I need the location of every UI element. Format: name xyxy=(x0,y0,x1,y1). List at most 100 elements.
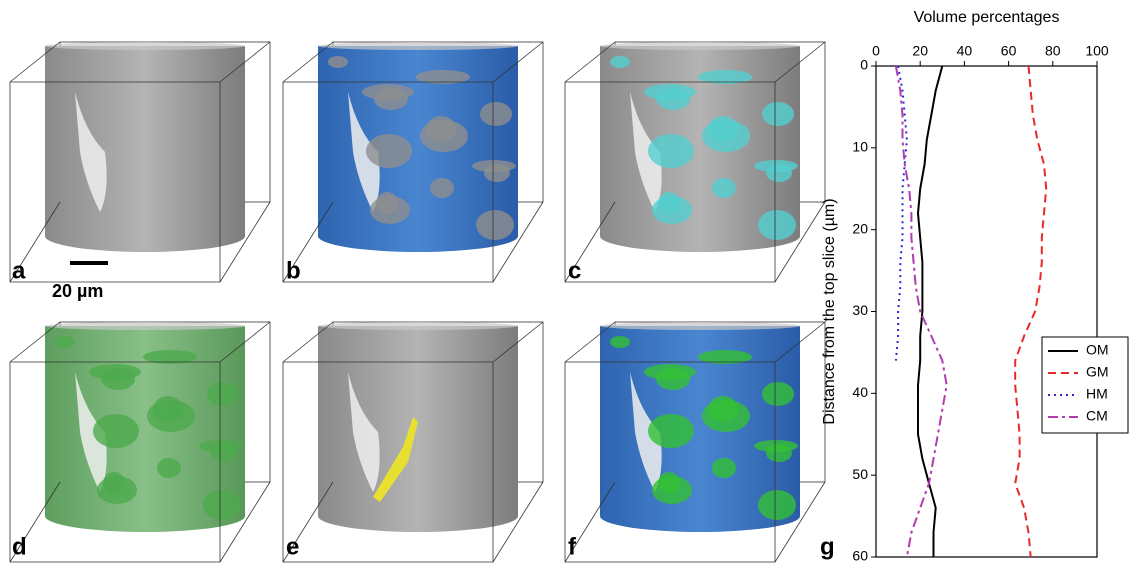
phase-patch xyxy=(328,56,348,68)
cylinder-top xyxy=(45,42,245,50)
phase-patch xyxy=(476,210,514,240)
phase-patch xyxy=(143,350,197,364)
phase-patch xyxy=(712,178,736,198)
x-tick-label: 40 xyxy=(957,43,973,59)
phase-patch xyxy=(93,414,139,448)
phase-patch xyxy=(480,102,512,126)
phase-patch xyxy=(153,396,183,422)
y-axis-title: Distance from the top slice (µm) xyxy=(821,198,838,424)
phase-patch xyxy=(366,134,412,168)
cylinder-top xyxy=(45,322,245,330)
cylinder-bottom xyxy=(45,220,245,252)
cylinder-body xyxy=(45,46,245,236)
cylinder-top xyxy=(318,42,518,50)
cylinder-bottom xyxy=(45,500,245,532)
box-front xyxy=(9,321,271,563)
phase-patch xyxy=(708,396,738,422)
y-tick-label: 10 xyxy=(852,139,868,155)
x-tick-label: 80 xyxy=(1045,43,1061,59)
phase-patch xyxy=(708,116,738,142)
panel-label: e xyxy=(286,533,299,560)
x-tick-label: 60 xyxy=(1001,43,1017,59)
cylinder-top xyxy=(318,322,518,330)
y-tick-label: 40 xyxy=(852,384,868,400)
cylinder-top xyxy=(600,322,800,330)
box-front xyxy=(564,41,826,283)
box-front xyxy=(9,41,271,283)
phase-patch xyxy=(430,178,454,198)
phase-patch xyxy=(472,160,516,172)
box-front xyxy=(282,321,544,563)
phase-patch xyxy=(762,382,794,406)
phase-patch xyxy=(658,192,680,214)
phase-patch xyxy=(658,472,680,494)
phase-patch xyxy=(758,490,796,520)
legend-label: OM xyxy=(1086,342,1109,358)
bright-inclusion xyxy=(348,372,380,492)
phase-patch xyxy=(203,490,241,520)
phase-patch xyxy=(758,210,796,240)
cylinder-top xyxy=(600,42,800,50)
phase-patch xyxy=(199,440,243,452)
volume-panel: a xyxy=(9,41,271,284)
phase-patch xyxy=(426,116,456,142)
phase-patch xyxy=(644,364,696,380)
phase-patch xyxy=(610,336,630,348)
x-tick-label: 20 xyxy=(912,43,928,59)
box-front xyxy=(282,41,544,283)
plot-frame xyxy=(875,65,1098,558)
phase-patch xyxy=(416,70,470,84)
series-line xyxy=(916,65,944,557)
phase-patch xyxy=(698,70,752,84)
volume-panel: b xyxy=(282,41,544,284)
legend-label: GM xyxy=(1086,364,1109,380)
panel-label: b xyxy=(286,257,301,284)
cylinder-bottom xyxy=(318,220,518,252)
series-line xyxy=(894,65,948,558)
panel-label: g xyxy=(820,533,835,560)
bright-inclusion xyxy=(630,372,662,492)
phase-patch xyxy=(55,336,75,348)
volume-panel: c xyxy=(564,41,826,284)
phase-patch xyxy=(698,350,752,364)
phase-patch xyxy=(89,364,141,380)
phase-patch xyxy=(644,84,696,100)
phase-patch xyxy=(648,134,694,168)
bright-inclusion xyxy=(75,92,107,212)
series-line xyxy=(1014,65,1048,558)
series-line xyxy=(894,65,908,361)
phase-patch xyxy=(157,458,181,478)
y-tick-label: 0 xyxy=(860,57,868,73)
legend-label: CM xyxy=(1086,408,1108,424)
line-chart: 0 20 40 60 80 100 0 10 20 30 40 50 60 Volume percenta… xyxy=(820,9,1129,564)
volume-panel: e xyxy=(282,321,544,563)
y-tick-label: 60 xyxy=(852,548,868,564)
phase-patch xyxy=(648,414,694,448)
y-tick-label: 20 xyxy=(852,220,868,236)
x-axis-title: Volume percentages xyxy=(914,9,1060,26)
phase-patch xyxy=(376,192,398,214)
bright-inclusion xyxy=(348,92,380,212)
legend-box xyxy=(1041,336,1129,434)
y-tick-label: 30 xyxy=(852,302,868,318)
organic-streak xyxy=(373,417,418,502)
y-tick-label: 50 xyxy=(852,466,868,482)
x-tick-label: 0 xyxy=(872,43,880,59)
cylinder-bottom xyxy=(318,500,518,532)
bright-inclusion xyxy=(630,92,662,212)
legend-label: HM xyxy=(1086,386,1108,402)
volume-panel: d xyxy=(9,321,271,563)
cylinder-body xyxy=(318,326,518,516)
scale-bar-label: 20 µm xyxy=(52,281,103,301)
bright-inclusion xyxy=(75,372,107,492)
phase-patch xyxy=(610,56,630,68)
phase-patch xyxy=(362,84,414,100)
cylinder-bottom xyxy=(600,500,800,532)
volume-panel: f xyxy=(564,321,826,563)
phase-patch xyxy=(207,382,239,406)
panel-label: a xyxy=(12,257,26,284)
box-front xyxy=(564,321,826,563)
panel-label: f xyxy=(568,533,577,560)
panel-label: d xyxy=(12,533,27,560)
